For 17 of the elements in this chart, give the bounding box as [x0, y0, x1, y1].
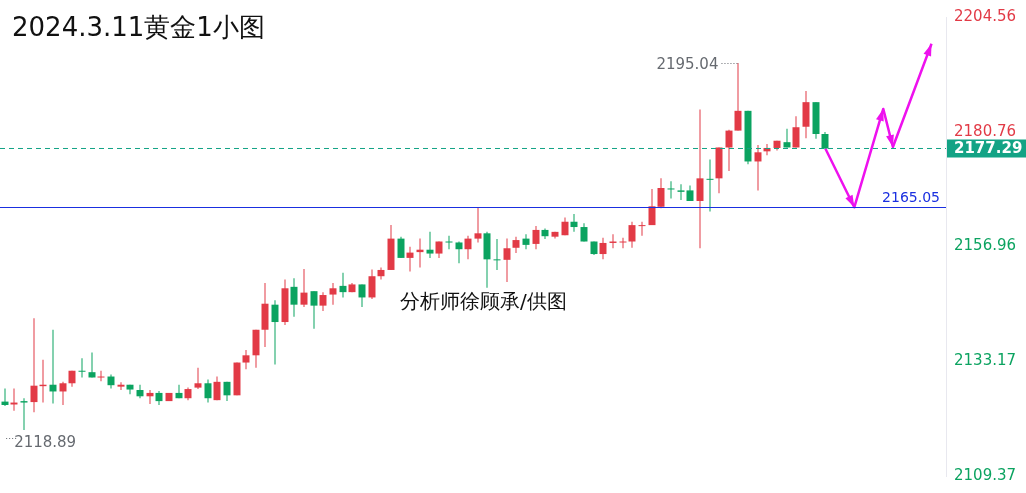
candlestick [706, 159, 714, 212]
annotation: 2118.89 [14, 433, 77, 452]
annotation: 2195.04 [656, 54, 719, 73]
candlestick [20, 398, 28, 431]
y-tick-label: 2133.17 [954, 351, 1017, 370]
chart-title: 2024.3.11黄金1小图 [12, 11, 265, 44]
candlestick [667, 181, 675, 199]
annotation: 分析师徐顾承/供图 [400, 288, 567, 315]
ref-line-label: 2165.05 [882, 189, 940, 206]
y-tick-label: 2180.76 [954, 121, 1017, 140]
candlestick [78, 358, 86, 378]
ref-line-label: 2177.29 [954, 139, 1023, 158]
candlestick [638, 221, 646, 236]
y-tick-label: 2156.96 [954, 236, 1017, 255]
candlestick [493, 239, 501, 270]
y-tick-label: 2109.37 [954, 465, 1017, 484]
y-tick-label: 2204.56 [954, 6, 1017, 25]
